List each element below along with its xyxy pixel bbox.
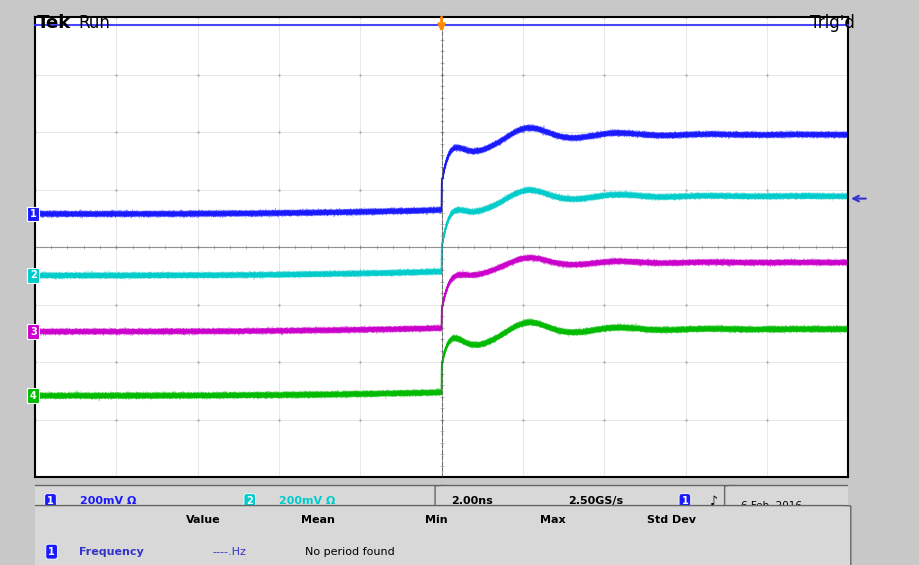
Text: 1: 1 [47, 496, 54, 506]
Text: 200mV Ω: 200mV Ω [80, 529, 136, 539]
Text: 2.50GS/s: 2.50GS/s [568, 496, 623, 506]
Text: 2.00ns: 2.00ns [451, 496, 494, 506]
Text: 4: 4 [30, 390, 37, 401]
Text: Trig'd: Trig'd [810, 14, 855, 32]
Text: 10k points: 10k points [568, 529, 626, 539]
Text: ----.Hz: ----.Hz [212, 547, 246, 557]
FancyBboxPatch shape [724, 485, 853, 559]
Text: ●→▼100.000ps: ●→▼100.000ps [451, 529, 544, 539]
Text: ♪: ♪ [710, 494, 718, 507]
Text: Max: Max [540, 515, 566, 525]
Text: 6 Feb  2016: 6 Feb 2016 [741, 501, 802, 511]
Text: Frequency: Frequency [79, 547, 144, 557]
Text: No period found: No period found [305, 547, 395, 557]
Text: 4: 4 [246, 529, 253, 539]
Text: 06:59:33: 06:59:33 [741, 529, 788, 539]
Text: 1: 1 [48, 547, 55, 557]
Text: Tek: Tek [37, 14, 71, 32]
Text: Value: Value [186, 515, 221, 525]
FancyBboxPatch shape [28, 485, 450, 559]
Text: 200mV Ω: 200mV Ω [279, 496, 335, 506]
Text: 3: 3 [47, 529, 54, 539]
Text: Std Dev: Std Dev [647, 515, 696, 525]
Text: 200mV Ω: 200mV Ω [279, 529, 335, 539]
FancyBboxPatch shape [26, 506, 851, 565]
Text: Mean: Mean [301, 515, 335, 525]
Text: 1: 1 [30, 209, 37, 219]
Text: 1: 1 [682, 496, 688, 506]
Text: 20.0mV: 20.0mV [682, 529, 725, 539]
Text: Min: Min [425, 515, 448, 525]
Text: 2: 2 [30, 270, 37, 280]
Text: 200mV Ω: 200mV Ω [80, 496, 136, 506]
Text: 3: 3 [30, 327, 37, 337]
FancyBboxPatch shape [435, 485, 740, 559]
Text: Run: Run [78, 14, 110, 32]
Text: 2: 2 [246, 496, 253, 506]
